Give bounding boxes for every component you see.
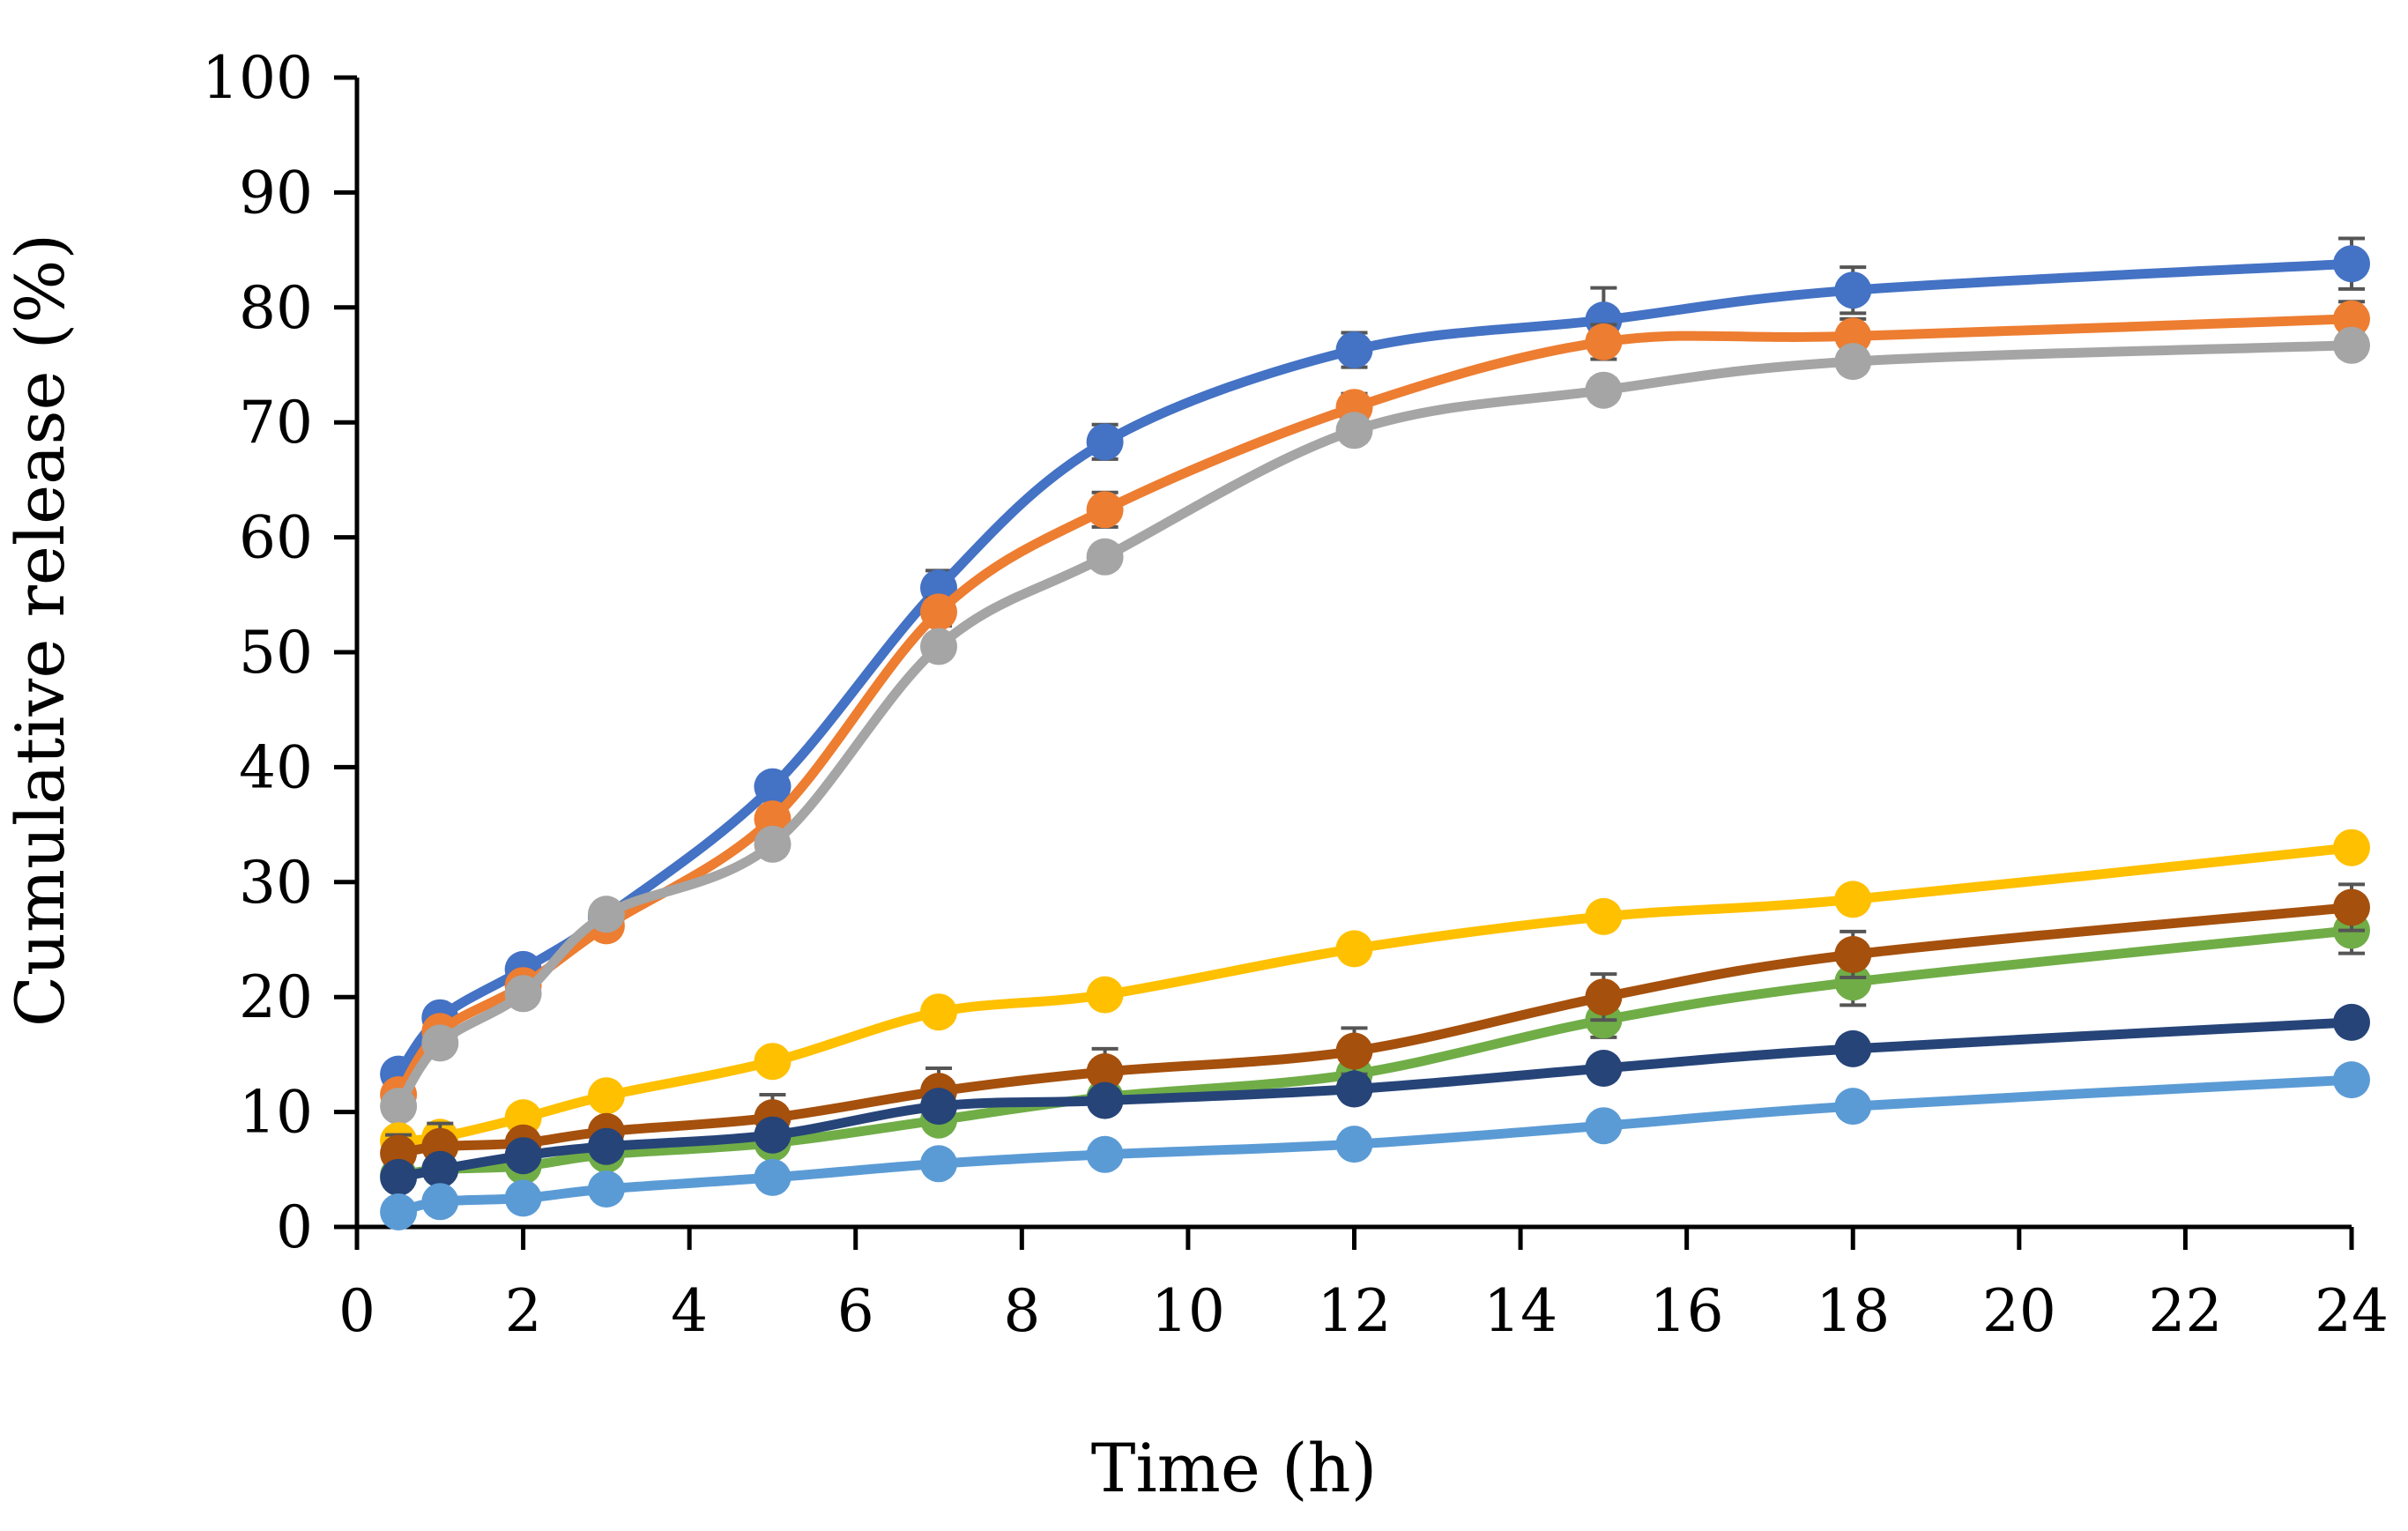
x-tick-label: 4	[671, 1277, 708, 1345]
series-4	[380, 829, 2370, 1160]
data-point	[1585, 1107, 1623, 1145]
y-tick-label: 90	[239, 159, 313, 227]
data-point	[2333, 888, 2370, 926]
data-point	[1086, 491, 1124, 529]
series-line	[393, 340, 2357, 1111]
series-7	[380, 1003, 2370, 1196]
data-point	[1834, 1029, 1872, 1067]
data-point	[1335, 1070, 1373, 1108]
data-point	[1335, 331, 1373, 368]
x-tick-label: 12	[1318, 1277, 1392, 1345]
data-point	[1086, 1081, 1124, 1119]
data-point	[2333, 1003, 2370, 1041]
data-point	[587, 1171, 625, 1208]
x-axis-title: Time (h)	[1091, 1429, 1377, 1507]
data-point	[1086, 538, 1124, 576]
series-line	[393, 258, 2357, 1080]
y-tick-label: 20	[239, 963, 313, 1031]
x-tick-label: 8	[1003, 1277, 1040, 1345]
data-point	[1585, 978, 1623, 1016]
data-point	[1834, 271, 1872, 309]
data-point	[421, 1183, 459, 1221]
data-point	[421, 1150, 459, 1188]
y-tick-label: 40	[239, 733, 313, 801]
data-point	[1834, 343, 1872, 381]
x-tick-label: 0	[338, 1277, 375, 1345]
data-point	[1834, 881, 1872, 918]
data-point	[380, 1158, 418, 1196]
x-tick-label: 10	[1151, 1277, 1225, 1345]
data-point	[920, 993, 957, 1031]
data-point	[380, 1088, 418, 1126]
data-point	[1335, 930, 1373, 968]
y-axis-title: Cumulative release (%)	[1, 234, 79, 1027]
data-point	[587, 1077, 625, 1115]
data-point	[1335, 1126, 1373, 1163]
data-point	[2333, 300, 2370, 338]
data-point	[1834, 317, 1872, 355]
x-tick-label: 18	[1816, 1277, 1890, 1345]
data-point	[1834, 963, 1872, 1001]
x-tick-label: 16	[1650, 1277, 1724, 1345]
data-point	[2333, 245, 2370, 283]
data-point	[1834, 936, 1872, 973]
data-point	[2333, 829, 2370, 866]
data-point	[754, 825, 792, 863]
data-point	[754, 768, 792, 806]
data-point	[920, 1145, 957, 1183]
y-tick-label: 100	[202, 44, 313, 112]
data-point	[1585, 371, 1623, 409]
data-point	[920, 1088, 957, 1126]
data-point	[1086, 423, 1124, 461]
series-6	[380, 882, 2370, 1174]
x-tick-label: 22	[2148, 1277, 2222, 1345]
data-point	[920, 593, 957, 631]
series-1	[380, 236, 2370, 1093]
data-point	[421, 1024, 459, 1062]
x-tick-label: 20	[1982, 1277, 2056, 1345]
data-point	[1086, 976, 1124, 1014]
data-point	[754, 1043, 792, 1081]
y-tick-label: 0	[276, 1193, 313, 1261]
series-3	[380, 326, 2370, 1126]
y-tick-label: 10	[239, 1079, 313, 1147]
data-point	[587, 1127, 625, 1165]
data-point	[1086, 1135, 1124, 1173]
data-point	[2333, 326, 2370, 364]
data-point	[754, 1158, 792, 1196]
data-point	[754, 1116, 792, 1154]
data-point	[1086, 1053, 1124, 1090]
y-tick-label: 80	[239, 274, 313, 342]
data-point	[504, 975, 542, 1013]
y-tick-label: 30	[239, 849, 313, 917]
data-point	[504, 1137, 542, 1175]
y-tick-label: 50	[239, 619, 313, 687]
series-group	[380, 236, 2370, 1230]
data-point	[1335, 1032, 1373, 1070]
data-point	[587, 896, 625, 933]
data-point	[504, 1179, 542, 1217]
x-tick-label: 14	[1483, 1277, 1557, 1345]
y-tick-label: 60	[239, 504, 313, 572]
x-tick-label: 2	[505, 1277, 542, 1345]
series-8	[380, 1061, 2370, 1230]
y-tick-label: 70	[239, 389, 313, 457]
series-line	[393, 314, 2357, 1100]
data-point	[1585, 323, 1623, 360]
data-point	[1335, 412, 1373, 450]
data-point	[380, 1193, 418, 1230]
data-point	[754, 800, 792, 838]
data-point	[504, 1099, 542, 1137]
x-tick-label: 6	[837, 1277, 874, 1345]
data-point	[920, 628, 957, 665]
data-point	[1585, 1050, 1623, 1087]
data-point	[1834, 1088, 1872, 1126]
data-point	[1585, 897, 1623, 935]
x-tick-label: 24	[2315, 1277, 2389, 1345]
data-point	[2333, 1061, 2370, 1099]
